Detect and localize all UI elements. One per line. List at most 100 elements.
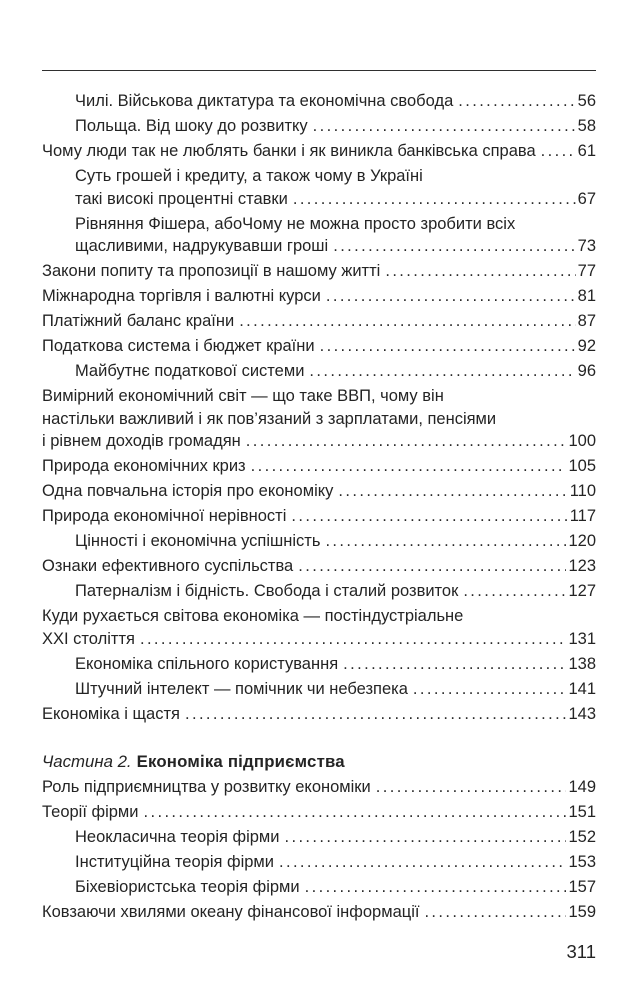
toc-entry: Майбутнє податкової системи.............… xyxy=(42,360,596,383)
toc-entry-line: Роль підприємництва у розвитку економіки… xyxy=(42,776,596,799)
dot-leader: ........................................… xyxy=(343,654,567,673)
toc-entry: Ознаки ефективного суспільства..........… xyxy=(42,555,596,578)
toc-entry-page: 77 xyxy=(577,262,596,280)
dot-leader: ........................................… xyxy=(284,827,566,846)
toc-entry-page: 157 xyxy=(568,877,596,896)
toc-entry-page: 152 xyxy=(568,827,596,846)
toc-entry-page: 61 xyxy=(577,142,596,160)
toc-entry-title: XXI століття xyxy=(42,629,135,648)
toc-list: Чилі. Військова диктатура та економічна … xyxy=(42,90,596,923)
toc-entry-title: Польща. Від шоку до розвитку xyxy=(75,117,308,135)
toc-entry-line: XXI століття............................… xyxy=(42,628,596,651)
toc-section-2: Роль підприємництва у розвитку економіки… xyxy=(42,776,596,924)
toc-entry: Ковзаючи хвилями океану фінансової інфор… xyxy=(42,901,596,924)
toc-entry: Економіка і щастя.......................… xyxy=(42,703,596,726)
toc-entry-title: Економіка і щастя xyxy=(42,704,180,723)
dot-leader: ........................................… xyxy=(325,532,567,550)
toc-entry-line: щасливими, надрукувавши гроші...........… xyxy=(75,235,596,258)
toc-entry-line: і рівнем доходів громадян...............… xyxy=(42,430,596,453)
toc-entry-page: 159 xyxy=(568,902,596,921)
toc-entry-line: Природа економічної нерівності..........… xyxy=(42,505,596,528)
toc-entry: Куди рухається світова економіка — пості… xyxy=(42,605,596,650)
toc-entry-title: Міжнародна торгівля і валютні курси xyxy=(42,287,321,305)
toc-entry: Цінності і економічна успішність........… xyxy=(42,530,596,553)
dot-leader: ........................................… xyxy=(375,777,567,796)
toc-entry-title: Одна повчальна історія про економіку xyxy=(42,482,334,500)
toc-entry-line: Платіжний баланс країни.................… xyxy=(42,310,596,333)
toc-entry: Польща. Від шоку до розвитку............… xyxy=(42,115,596,138)
toc-entry: Штучний інтелект — помічник чи небезпека… xyxy=(42,678,596,701)
dot-leader: ........................................… xyxy=(540,142,576,160)
toc-entry-page: 105 xyxy=(568,457,596,475)
toc-entry-title: Ковзаючи хвилями океану фінансової інфор… xyxy=(42,902,420,921)
toc-entry-title: Чому люди так не люблять банки і як вини… xyxy=(42,142,536,160)
toc-entry-title: Штучний інтелект — помічник чи небезпека xyxy=(75,679,408,698)
toc-entry-page: 143 xyxy=(568,704,596,723)
toc-entry-line: Міжнародна торгівля і валютні курси.....… xyxy=(42,285,596,308)
dot-leader: ........................................… xyxy=(239,312,575,330)
toc-entry: Патерналізм і бідність. Свобода і сталий… xyxy=(42,580,596,603)
toc-entry-page: 92 xyxy=(577,337,596,355)
toc-entry: Теорії фірми............................… xyxy=(42,801,596,824)
toc-entry-line: Природа економічних криз................… xyxy=(42,455,596,478)
toc-entry-line: Біхевіористська теорія фірми............… xyxy=(75,876,596,899)
toc-entry-line: Штучний інтелект — помічник чи небезпека… xyxy=(75,678,596,701)
toc-entry-page: 73 xyxy=(577,237,596,255)
dot-leader: ........................................… xyxy=(385,262,575,280)
toc-entry: Економіка спільного користування........… xyxy=(42,653,596,676)
toc-entry-line: Теорії фірми............................… xyxy=(42,801,596,824)
toc-entry: Роль підприємництва у розвитку економіки… xyxy=(42,776,596,799)
toc-entry: Міжнародна торгівля і валютні курси.....… xyxy=(42,285,596,308)
dot-leader: ........................................… xyxy=(298,557,566,575)
toc-entry-title: Економіка спільного користування xyxy=(75,654,339,673)
toc-entry-title: Цінності і економічна успішність xyxy=(75,532,321,550)
dot-leader: ........................................… xyxy=(312,117,576,135)
part-heading-title: Економіка підприємства xyxy=(136,752,345,771)
toc-section-1: Чилі. Військова диктатура та економічна … xyxy=(42,90,596,725)
dot-leader: ........................................… xyxy=(424,902,566,921)
toc-entry-page: 120 xyxy=(568,532,596,550)
toc-entry-page: 153 xyxy=(568,852,596,871)
dot-leader: ........................................… xyxy=(458,92,576,110)
toc-entry-page: 149 xyxy=(568,777,596,796)
toc-entry-title: Роль підприємництва у розвитку економіки xyxy=(42,777,371,796)
toc-entry: Природа економічної нерівності..........… xyxy=(42,505,596,528)
toc-entry-page: 131 xyxy=(568,629,596,648)
toc-entry-line: Закони попиту та пропозиції в нашому жит… xyxy=(42,260,596,283)
toc-entry-page: 117 xyxy=(569,507,596,525)
toc-entry-page: 127 xyxy=(568,582,596,600)
page-content: Чилі. Військова диктатура та економічна … xyxy=(42,70,596,926)
toc-entry-line: Податкова система і бюджет країни.......… xyxy=(42,335,596,358)
dot-leader: ........................................… xyxy=(250,457,567,475)
toc-entry-title: Біхевіористська теорія фірми xyxy=(75,877,300,896)
dot-leader: ........................................… xyxy=(412,679,567,698)
toc-entry: Вимірний економічний світ — що таке ВВП,… xyxy=(42,385,596,453)
toc-entry-line: Вимірний економічний світ — що таке ВВП,… xyxy=(42,385,596,408)
toc-entry-line: Ознаки ефективного суспільства..........… xyxy=(42,555,596,578)
toc-entry: Біхевіористська теорія фірми............… xyxy=(42,876,596,899)
part-heading: Частина 2. Економіка підприємства xyxy=(42,751,596,774)
toc-entry: Одна повчальна історія про економіку....… xyxy=(42,480,596,503)
toc-entry-title: Природа економічної нерівності xyxy=(42,507,287,525)
toc-entry-title: Патерналізм і бідність. Свобода і сталий… xyxy=(75,582,459,600)
toc-entry-title: такі високі процентні ставки xyxy=(75,189,288,208)
toc-entry-line: Ковзаючи хвилями океану фінансової інфор… xyxy=(42,901,596,924)
toc-entry-page: 123 xyxy=(568,557,596,575)
toc-entry-line: Суть грошей і кредиту, а також чому в Ук… xyxy=(75,165,596,188)
toc-entry-page: 67 xyxy=(577,189,596,208)
toc-entry-title: Податкова система і бюджет країни xyxy=(42,337,315,355)
toc-entry-title: Неокласична теорія фірми xyxy=(75,827,280,846)
toc-entry-line: Патерналізм і бідність. Свобода і сталий… xyxy=(75,580,596,603)
dot-leader: ........................................… xyxy=(319,337,576,355)
toc-entry-page: 138 xyxy=(568,654,596,673)
toc-entry-line: Куди рухається світова економіка — пості… xyxy=(42,605,596,628)
toc-entry-title: Теорії фірми xyxy=(42,802,139,821)
toc-entry-line: Майбутнє податкової системи.............… xyxy=(75,360,596,383)
toc-entry-page: 81 xyxy=(577,287,596,305)
dot-leader: ........................................… xyxy=(184,704,567,723)
toc-entry-line: Цінності і економічна успішність........… xyxy=(75,530,596,553)
toc-entry-page: 151 xyxy=(568,802,596,821)
toc-entry: Інституційна теорія фірми...............… xyxy=(42,851,596,874)
toc-entry-line: такі високі процентні ставки............… xyxy=(75,188,596,211)
